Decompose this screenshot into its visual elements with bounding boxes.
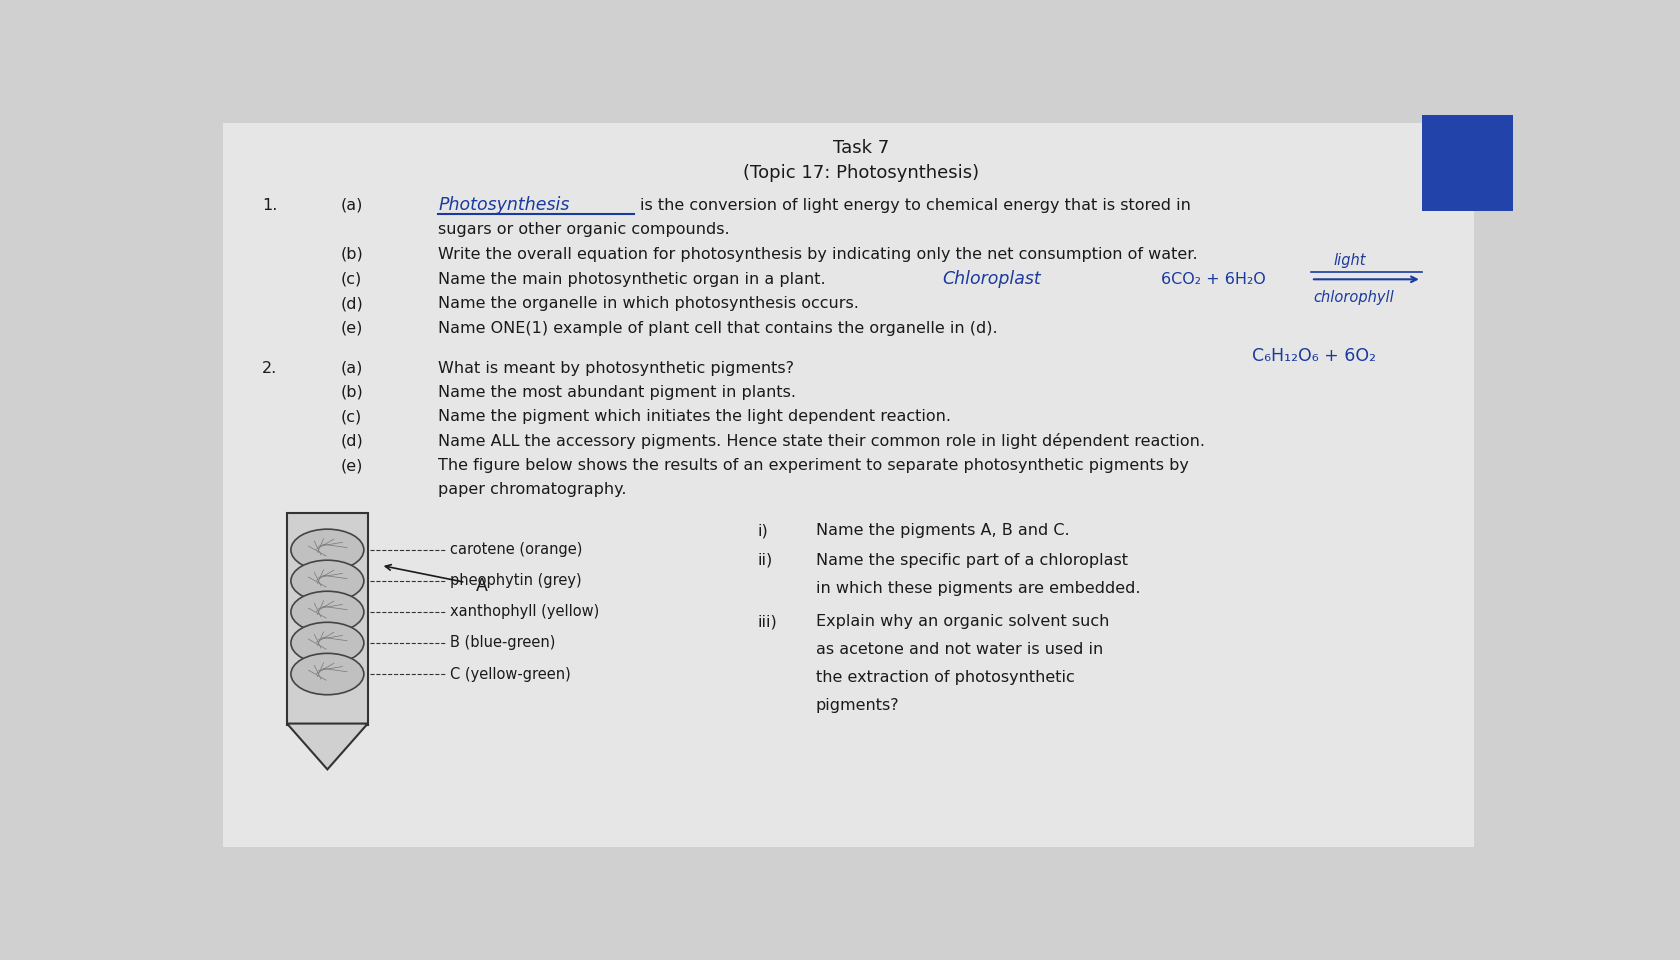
Text: sugars or other organic compounds.: sugars or other organic compounds. <box>438 223 729 237</box>
Text: iii): iii) <box>756 614 776 629</box>
Circle shape <box>291 622 363 663</box>
Text: (e): (e) <box>339 321 363 336</box>
Text: The figure below shows the results of an experiment to separate photosynthetic p: The figure below shows the results of an… <box>438 458 1188 473</box>
Text: Name the pigment which initiates the light dependent reaction.: Name the pigment which initiates the lig… <box>438 409 951 424</box>
Text: C (yellow-green): C (yellow-green) <box>450 666 570 682</box>
Text: Name the specific part of a chloroplast: Name the specific part of a chloroplast <box>815 553 1127 567</box>
Text: pigments?: pigments? <box>815 698 899 713</box>
Circle shape <box>291 529 363 570</box>
Text: 1.: 1. <box>262 198 277 213</box>
Text: (b): (b) <box>339 385 363 400</box>
Circle shape <box>291 561 363 602</box>
Text: pheophytin (grey): pheophytin (grey) <box>450 573 581 588</box>
Polygon shape <box>223 123 1473 847</box>
Text: (a): (a) <box>339 198 363 213</box>
Text: is the conversion of light energy to chemical energy that is stored in: is the conversion of light energy to che… <box>640 198 1189 213</box>
Text: (b): (b) <box>339 247 363 262</box>
Text: (e): (e) <box>339 458 363 473</box>
Text: (c): (c) <box>339 409 361 424</box>
Text: Name the most abundant pigment in plants.: Name the most abundant pigment in plants… <box>438 385 796 400</box>
Text: Task 7: Task 7 <box>833 139 889 157</box>
Text: in which these pigments are embedded.: in which these pigments are embedded. <box>815 581 1139 596</box>
Text: Name the organelle in which photosynthesis occurs.: Name the organelle in which photosynthes… <box>438 297 858 311</box>
Text: Write the overall equation for photosynthesis by indicating only the net consump: Write the overall equation for photosynt… <box>438 247 1198 262</box>
Text: paper chromatography.: paper chromatography. <box>438 483 627 497</box>
Text: (c): (c) <box>339 272 361 287</box>
Text: B (blue-green): B (blue-green) <box>450 636 554 651</box>
Text: as acetone and not water is used in: as acetone and not water is used in <box>815 642 1102 658</box>
Text: Name the main photosynthetic organ in a plant.: Name the main photosynthetic organ in a … <box>438 272 825 287</box>
Text: chlorophyll: chlorophyll <box>1312 290 1393 305</box>
Text: Explain why an organic solvent such: Explain why an organic solvent such <box>815 614 1109 629</box>
Text: light: light <box>1332 252 1364 268</box>
Text: A: A <box>475 577 487 595</box>
Text: carotene (orange): carotene (orange) <box>450 542 581 558</box>
Text: the extraction of photosynthetic: the extraction of photosynthetic <box>815 670 1074 685</box>
Text: ii): ii) <box>756 553 773 567</box>
Text: Name the pigments A, B and C.: Name the pigments A, B and C. <box>815 523 1068 539</box>
Polygon shape <box>287 724 368 769</box>
Text: 6CO₂ + 6H₂O: 6CO₂ + 6H₂O <box>1161 272 1265 287</box>
Circle shape <box>291 654 363 695</box>
Text: xanthophyll (yellow): xanthophyll (yellow) <box>450 605 598 619</box>
Text: Name ALL the accessory pigments. Hence state their common role in light dépenden: Name ALL the accessory pigments. Hence s… <box>438 433 1205 449</box>
Text: (d): (d) <box>339 434 363 448</box>
Text: C₆H₁₂O₆ + 6O₂: C₆H₁₂O₆ + 6O₂ <box>1252 348 1376 365</box>
Text: i): i) <box>756 523 768 539</box>
Text: Chloroplast: Chloroplast <box>942 271 1040 288</box>
Text: (d): (d) <box>339 297 363 311</box>
Text: 2.: 2. <box>262 361 277 375</box>
Text: Name ONE(1) example of plant cell that contains the organelle in (d).: Name ONE(1) example of plant cell that c… <box>438 321 998 336</box>
Bar <box>287 513 368 725</box>
Circle shape <box>291 591 363 633</box>
Text: (a): (a) <box>339 361 363 375</box>
Polygon shape <box>1421 115 1512 211</box>
Text: What is meant by photosynthetic pigments?: What is meant by photosynthetic pigments… <box>438 361 793 375</box>
Text: Photosynthesis: Photosynthesis <box>438 197 570 214</box>
Text: (Topic 17: Photosynthesis): (Topic 17: Photosynthesis) <box>743 164 979 181</box>
